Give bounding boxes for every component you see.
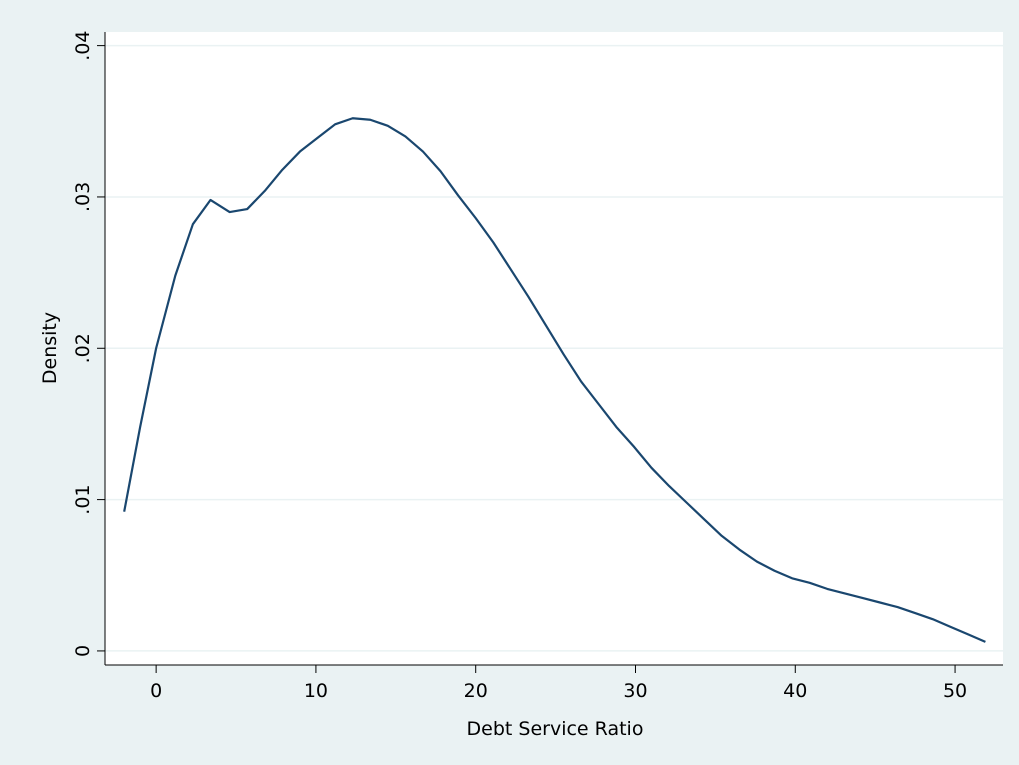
y-tick-label: .02 (72, 333, 94, 363)
x-tick-label: 30 (623, 680, 647, 702)
x-tick-label: 50 (943, 680, 967, 702)
x-axis-label: Debt Service Ratio (467, 718, 644, 740)
x-tick-label: 20 (464, 680, 488, 702)
x-tick-label: 40 (783, 680, 807, 702)
x-tick-label: 0 (150, 680, 162, 702)
y-axis-label: Density (39, 312, 61, 384)
x-tick-label: 10 (304, 680, 328, 702)
y-tick-label: .03 (72, 182, 94, 212)
y-tick-label: .01 (72, 484, 94, 514)
y-tick-label: .04 (72, 31, 94, 61)
density-line (123, 117, 986, 643)
y-tick-label: 0 (72, 645, 94, 657)
